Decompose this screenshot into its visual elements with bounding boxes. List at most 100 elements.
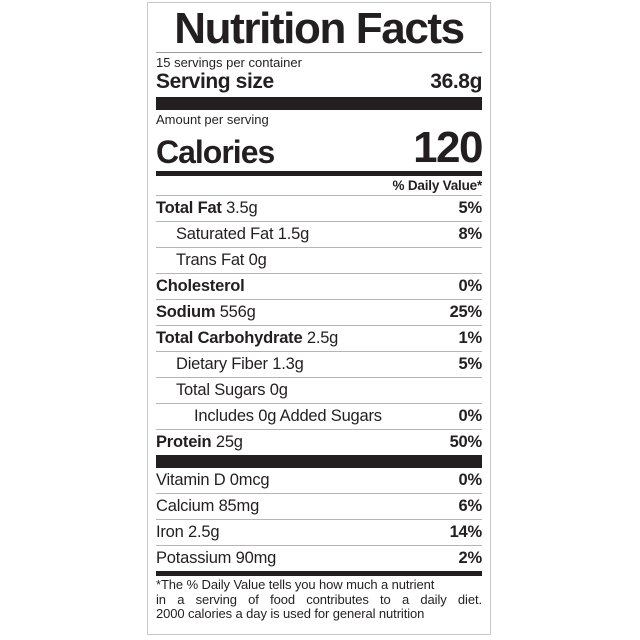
nutrient-amount: 0g: [244, 251, 267, 269]
nutrient-row-divider: [156, 377, 482, 378]
calories-value: 120: [413, 123, 483, 172]
nutrient-row: Saturated Fat 1.5g 8%: [156, 222, 482, 247]
footnote-block: *The % Daily Value tells you how much a …: [148, 576, 490, 622]
vitamin-daily-value: 0%: [458, 471, 483, 489]
nutrient-row-divider: [156, 273, 482, 274]
nutrient-row: Total Sugars 0g: [156, 378, 482, 403]
nutrient-daily-value: 50%: [449, 433, 483, 451]
vitamin-name-amount: Potassium 90mg: [156, 549, 277, 567]
thick-bar-1-wrap: [148, 97, 490, 110]
nutrient-row-divider: [156, 247, 482, 248]
nutrient-name-amount: Total Sugars 0g: [176, 381, 288, 400]
nutrient-amount: 1.5g: [273, 225, 310, 243]
nutrient-amount: 3.5g: [221, 199, 258, 217]
nutrient-row-divider: [156, 351, 482, 352]
medium-bar-wrap: [148, 171, 490, 176]
section-divider-medium: [156, 171, 482, 176]
nutrient-row: Cholesterol 0%: [156, 274, 482, 299]
nutrient-name: Protein: [156, 433, 212, 451]
nutrition-facts-label: Nutrition Facts 15 servings per containe…: [147, 2, 491, 635]
nutrient-row: Trans Fat 0g: [156, 248, 482, 273]
nutrient-row-divider: [156, 403, 482, 404]
servings-per-container: 15 servings per container: [156, 55, 302, 70]
nutrient-name: Saturated Fat: [176, 225, 274, 243]
vitamin-daily-value: 6%: [458, 497, 483, 515]
section-divider-thick-vitamins: [156, 455, 482, 468]
section-divider-thick-top: [156, 97, 482, 110]
title-divider: [156, 52, 482, 53]
nutrient-daily-value: 5%: [458, 199, 483, 217]
calories-block: Amount per serving Calories 120: [148, 110, 490, 171]
footnote-text: *The % Daily Value tells you how much a …: [156, 576, 482, 622]
vitamin-row: Iron 2.5g 14%: [156, 520, 482, 545]
nutrient-amount: 1.3g: [267, 355, 304, 373]
nutrient-row: Dietary Fiber 1.3g 5%: [156, 352, 482, 377]
calories-label: Calories: [156, 134, 275, 170]
nutrient-list: Total Fat 3.5g 5% Saturated Fat 1.5g 8% Tran…: [148, 196, 490, 455]
nutrient-row-divider: [156, 299, 482, 300]
vitamin-row: Potassium 90mg 2%: [156, 546, 482, 571]
nutrient-name-amount: Saturated Fat 1.5g: [176, 225, 309, 244]
daily-value-header: % Daily Value*: [392, 178, 483, 193]
nutrient-name-amount: Dietary Fiber 1.3g: [176, 355, 304, 374]
vitamin-row-divider: [156, 545, 482, 546]
nutrient-row-divider: [156, 325, 482, 326]
nutrient-name: Total Fat: [156, 199, 222, 217]
nutrient-row: Total Carbohydrate 2.5g 1%: [156, 326, 482, 351]
vitamin-name-amount: Vitamin D 0mcg: [156, 471, 270, 489]
nutrient-name: Cholesterol: [156, 277, 245, 295]
title-block: Nutrition Facts: [148, 6, 490, 52]
serving-size-label: Serving size: [156, 70, 274, 93]
vitamin-row: Vitamin D 0mcg 0%: [156, 468, 482, 493]
nutrient-name-amount: Sodium 556g: [156, 303, 256, 322]
nutrient-daily-value: 25%: [449, 303, 483, 321]
serving-size-row: Serving size 36.8g: [156, 70, 482, 97]
nutrient-name-amount: Total Carbohydrate 2.5g: [156, 329, 338, 348]
nutrient-row-divider: [156, 429, 482, 430]
nutrient-name-amount: Includes 0g Added Sugars: [194, 407, 382, 426]
nutrient-name: Trans Fat: [176, 251, 245, 269]
servings-block: 15 servings per container Serving size 3…: [148, 53, 490, 97]
daily-value-divider: [156, 195, 482, 196]
calories-row: Calories 120: [156, 123, 483, 172]
nutrient-amount: 0g: [265, 381, 288, 399]
title-underline-wrap: [148, 52, 490, 53]
nutrient-name: Total Carbohydrate: [156, 329, 303, 347]
nutrient-daily-value: 0%: [458, 407, 483, 425]
nutrient-daily-value: 0%: [458, 277, 483, 295]
vitamin-name-amount: Iron 2.5g: [156, 523, 220, 541]
footnote-line: in a serving of food contributes to a da…: [156, 591, 482, 607]
nutrient-row: Protein 25g 50%: [156, 430, 482, 455]
vitamin-name-amount: Calcium 85mg: [156, 497, 260, 515]
footnote-line: *The % Daily Value tells you how much a …: [156, 577, 435, 592]
nutrient-name-amount: Protein 25g: [156, 433, 243, 452]
nutrient-name: Dietary Fiber: [176, 355, 268, 373]
thick-bar-2-wrap: [148, 455, 490, 468]
vitamin-row-divider: [156, 493, 482, 494]
nutrient-daily-value: 1%: [458, 329, 483, 347]
vitamin-daily-value: 2%: [458, 549, 483, 567]
nutrient-daily-value: 8%: [458, 225, 483, 243]
vitamin-daily-value: 14%: [449, 523, 483, 541]
nutrient-row: Total Fat 3.5g 5%: [156, 196, 482, 221]
footnote-line: 2000 calories a day is used for general …: [156, 606, 425, 621]
nutrient-name-amount: Total Fat 3.5g: [156, 199, 258, 218]
vitamin-row: Calcium 85mg 6%: [156, 494, 482, 519]
label-title: Nutrition Facts: [174, 4, 465, 53]
nutrient-name: Sodium: [156, 303, 216, 321]
vitamin-row-divider: [156, 519, 482, 520]
nutrient-amount: 2.5g: [302, 329, 339, 347]
serving-size-value: 36.8g: [430, 70, 482, 93]
nutrient-daily-value: 5%: [458, 355, 483, 373]
vitamin-list: Vitamin D 0mcg 0% Calcium 85mg 6% Iron 2.5g 1…: [148, 468, 490, 571]
nutrient-amount: 25g: [211, 433, 243, 451]
nutrient-name: Total Sugars: [176, 381, 266, 399]
section-divider-footnote: [156, 571, 482, 576]
nutrient-name-amount: Cholesterol: [156, 277, 245, 296]
nutrient-row-divider: [156, 221, 482, 222]
nutrient-amount: 556g: [215, 303, 256, 321]
nutrient-name: Includes 0g Added Sugars: [194, 407, 382, 425]
footnote-bar-wrap: [148, 571, 490, 576]
amount-per-serving-label: Amount per serving: [156, 112, 269, 127]
